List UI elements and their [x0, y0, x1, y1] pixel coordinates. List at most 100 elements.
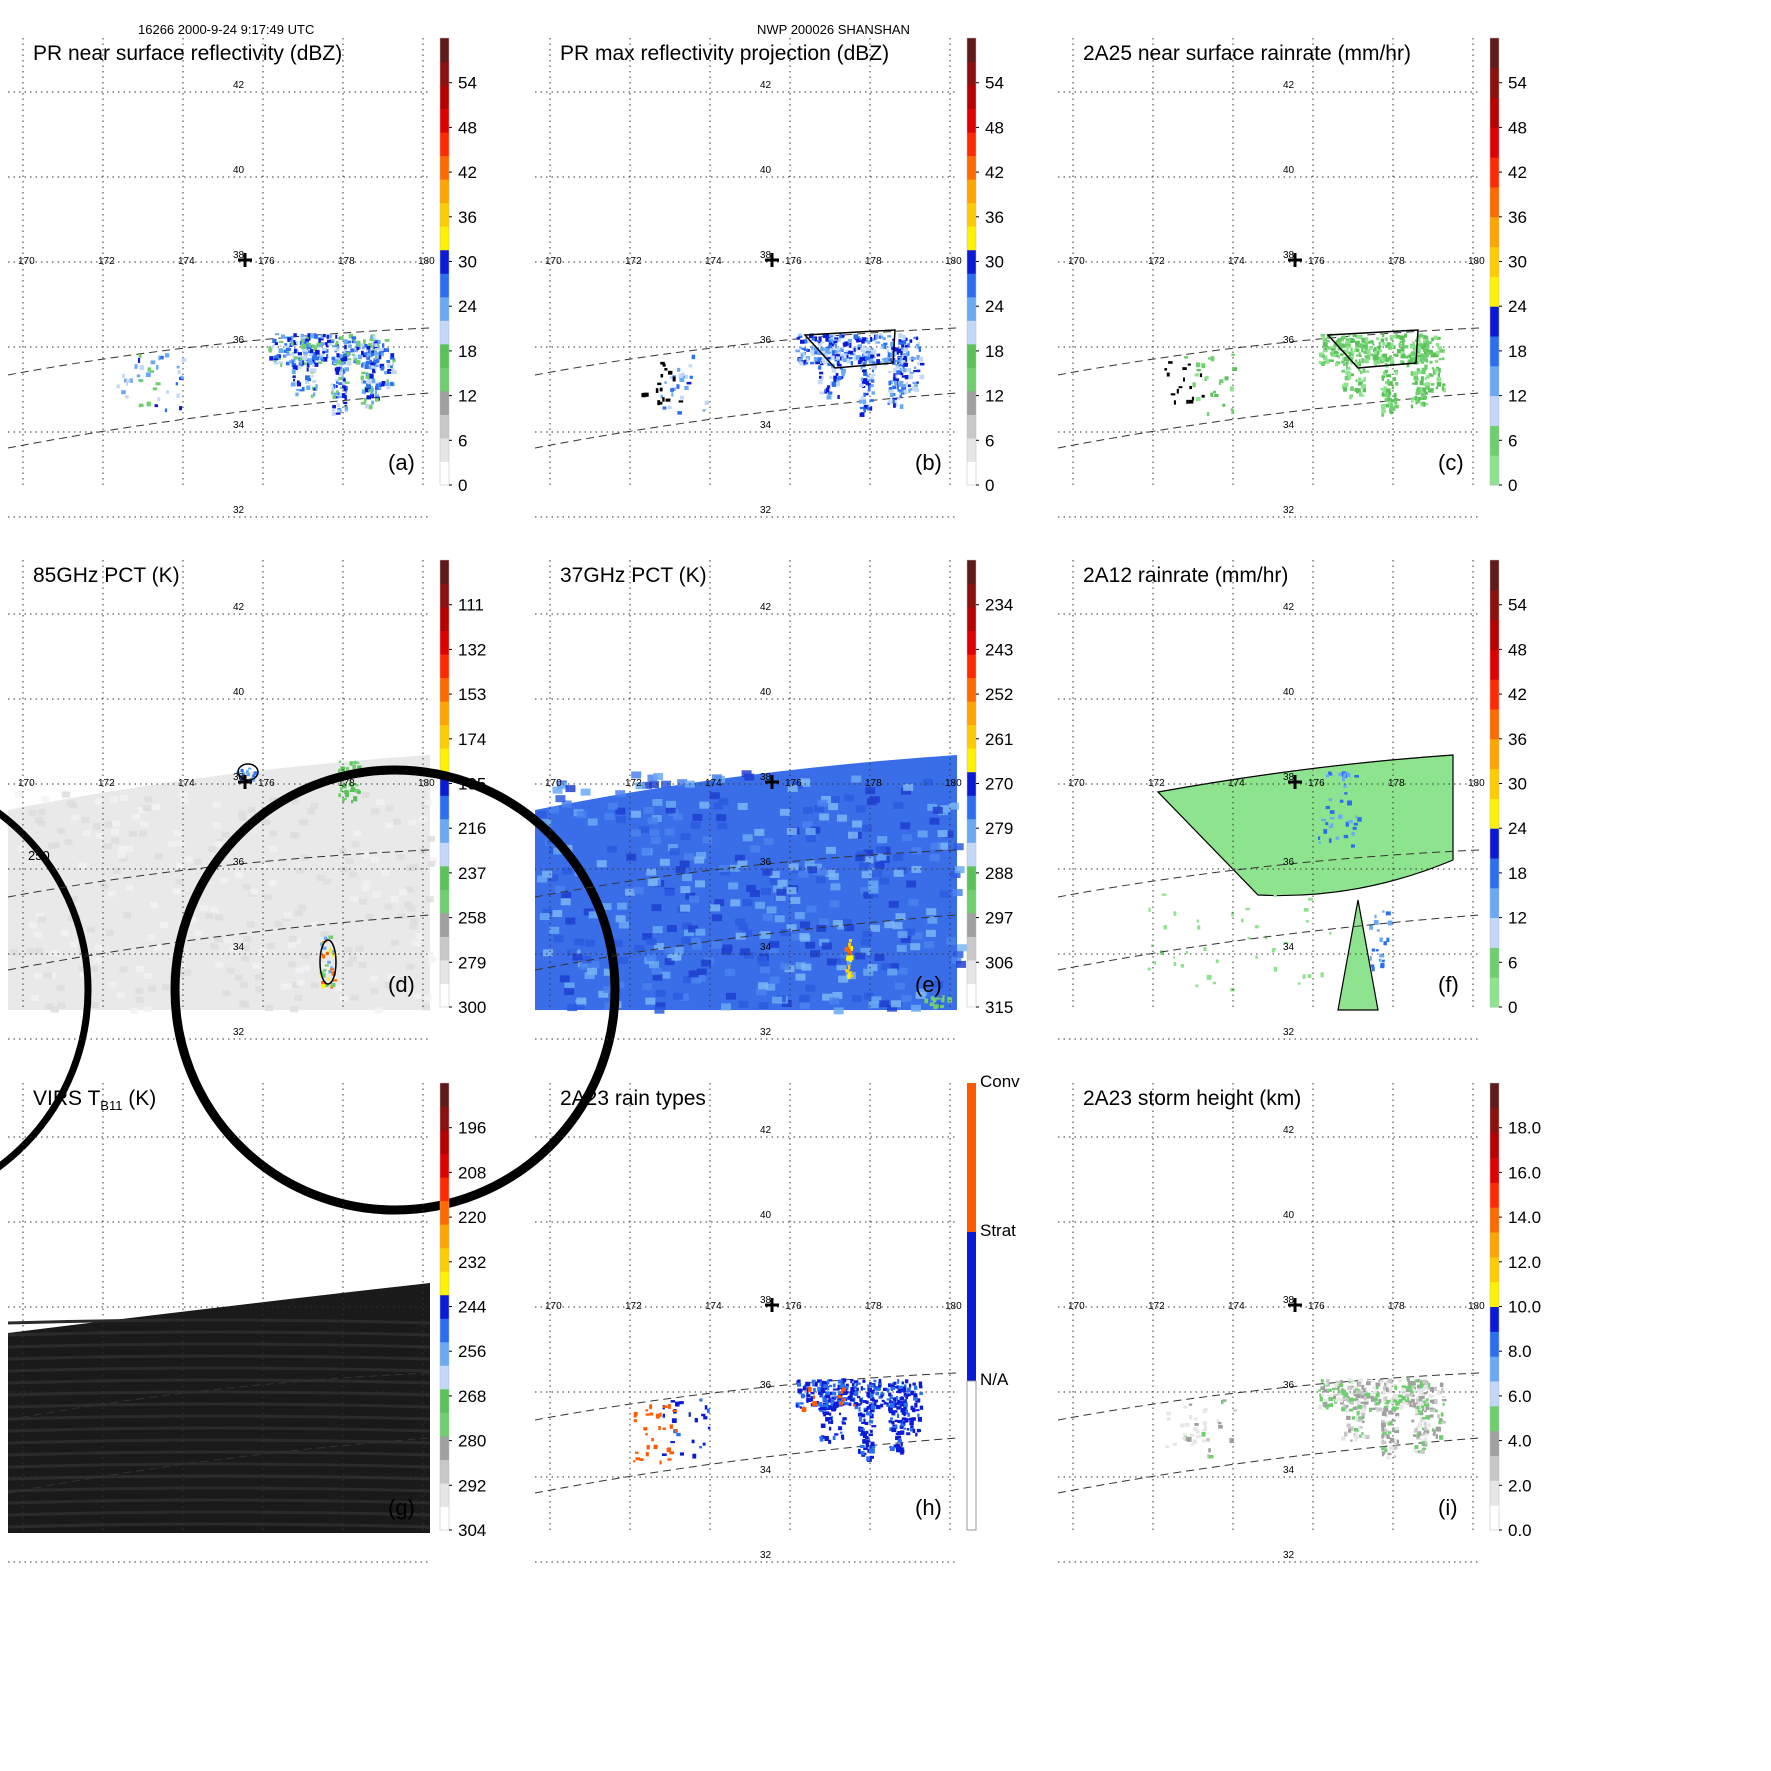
tb-pixel	[818, 918, 829, 926]
lon-tick-label: 172	[1148, 256, 1165, 267]
rain-pixel	[843, 1401, 849, 1406]
rain-pixel	[1230, 987, 1235, 992]
cold-pixel	[332, 979, 338, 982]
rain-pixel	[678, 400, 684, 403]
rain-pixel	[1387, 1431, 1392, 1434]
rain-pixel	[1192, 382, 1196, 388]
rain-pixel	[910, 388, 914, 391]
rain-pixel	[1330, 348, 1336, 351]
rain-pixel	[902, 1409, 905, 1413]
rain-pixel	[670, 1441, 675, 1444]
rain-pixel	[903, 340, 907, 345]
rain-pixel	[1353, 1432, 1357, 1438]
rain-pixel	[831, 1396, 836, 1401]
rain-pixel	[375, 383, 379, 388]
rain-pixel	[1421, 1417, 1427, 1420]
tb-pixel	[869, 796, 880, 804]
rain-pixel	[1423, 383, 1427, 386]
virs-scanline	[7, 1318, 431, 1325]
rain-pixel	[868, 359, 872, 363]
tb-pixel	[302, 965, 311, 972]
rain-pixel	[1329, 817, 1335, 820]
rain-pixel	[371, 343, 376, 346]
tb-pixel	[759, 931, 770, 939]
tb-pixel	[255, 986, 264, 993]
rain-pixel	[1414, 1428, 1418, 1432]
tb-pixel	[359, 898, 368, 905]
rain-pixel	[1383, 386, 1387, 389]
rain-pixel	[904, 1379, 909, 1384]
rain-pixel	[913, 1397, 918, 1401]
rain-pixel	[1377, 356, 1382, 361]
rain-pixel	[1194, 1417, 1198, 1421]
rain-pixel	[1415, 350, 1421, 354]
rain-pixel	[902, 368, 907, 372]
rain-pixel	[278, 340, 284, 343]
rain-pixel	[913, 1385, 918, 1390]
tb-pixel	[927, 916, 938, 924]
rain-pixel	[822, 1411, 828, 1415]
colorbar-segment	[440, 1271, 449, 1296]
rain-pixel	[1428, 1382, 1431, 1388]
tb-pixel	[817, 868, 828, 876]
tb-pixel	[345, 857, 354, 864]
tb-pixel	[381, 870, 390, 877]
rain-pixel	[1381, 392, 1385, 396]
rain-pixel	[826, 360, 830, 365]
tb-pixel	[923, 941, 934, 949]
tb-pixel	[638, 826, 649, 834]
rain-pixel	[1180, 963, 1185, 968]
cold-pixel	[353, 796, 358, 801]
rain-pixel	[313, 362, 319, 367]
rain-pixel	[1423, 359, 1429, 362]
warm-pixel	[848, 939, 852, 943]
rain-pixel	[1429, 1387, 1434, 1392]
rain-pixel	[311, 368, 317, 373]
rain-pixel	[1183, 1433, 1188, 1437]
rain-pixel	[1330, 351, 1334, 356]
rain-pixel	[1330, 823, 1334, 828]
rain-pixel	[685, 374, 689, 379]
rain-pixel	[889, 1394, 893, 1400]
rain-pixel	[1426, 351, 1430, 356]
rain-pixel	[1374, 914, 1377, 919]
lon-tick-label: 180	[418, 778, 435, 789]
tb-pixel	[917, 830, 928, 838]
tb-pixel	[428, 857, 437, 864]
tb-pixel	[259, 862, 268, 869]
colorbar-segment	[967, 1083, 976, 1232]
colorbar-tick-label: 258	[458, 909, 486, 928]
convective-pixel	[635, 1457, 641, 1461]
rain-pixel	[1358, 1416, 1363, 1421]
colorbar-segment	[1490, 38, 1499, 69]
rain-pixel	[867, 1384, 870, 1388]
rain-pixel	[660, 361, 665, 365]
rain-pixel	[861, 369, 867, 373]
colorbar-tick-label: 42	[1508, 685, 1527, 704]
rain-pixel	[898, 1446, 902, 1449]
cold-pixel	[342, 797, 347, 801]
tb-pixel	[603, 968, 614, 976]
colorbar-segment	[1490, 768, 1499, 799]
rain-pixel	[895, 378, 900, 381]
rain-pixel	[1333, 343, 1337, 348]
colorbar-segment	[967, 343, 976, 368]
panel-label: (i)	[1438, 1495, 1458, 1520]
rain-pixel	[852, 350, 857, 354]
virs-scanline	[7, 1366, 431, 1373]
rain-pixel	[818, 340, 822, 344]
rain-pixel	[1389, 342, 1394, 347]
rain-pixel	[853, 1391, 859, 1397]
rain-pixel	[366, 345, 371, 350]
tb-pixel	[652, 973, 663, 981]
rain-pixel	[1425, 1401, 1429, 1404]
rain-pixel	[1361, 379, 1365, 383]
rain-pixel	[138, 404, 142, 408]
rain-pixel	[904, 389, 908, 395]
tb-pixel	[696, 968, 707, 976]
colorbar-tick-label: 54	[458, 74, 477, 93]
rain-pixel	[1382, 1431, 1387, 1435]
tb-pixel	[350, 994, 359, 1001]
rain-pixel	[1395, 1412, 1400, 1416]
rain-pixel	[1402, 353, 1406, 357]
